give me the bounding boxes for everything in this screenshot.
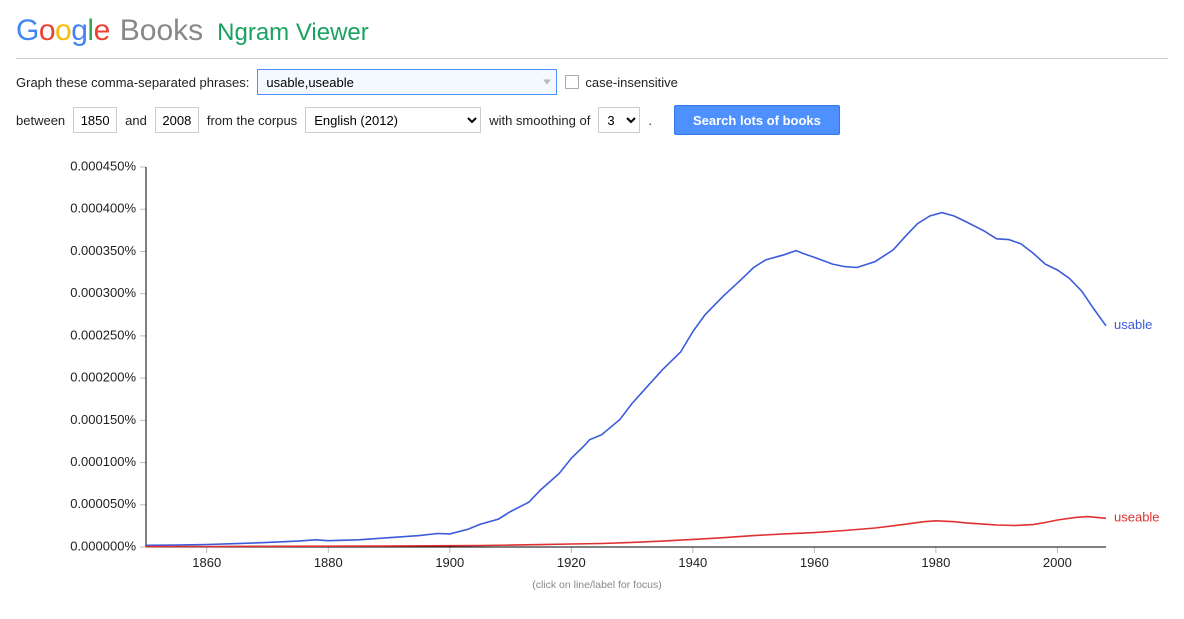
phrases-input[interactable] <box>257 69 557 95</box>
between-label: between <box>16 113 65 128</box>
case-insensitive-checkbox[interactable] <box>565 75 579 89</box>
svg-text:0.000300%: 0.000300% <box>70 285 136 300</box>
svg-text:1920: 1920 <box>557 555 586 570</box>
search-button[interactable]: Search lots of books <box>674 105 840 135</box>
chart-svg: 0.000000% 0.000050% 0.000100% 0.000150% 0.00… <box>36 157 1184 577</box>
page-title: Ngram Viewer <box>217 19 369 47</box>
case-insensitive-label: case-insensitive <box>585 75 678 90</box>
series-label-useable[interactable]: useable <box>1114 510 1160 525</box>
corpus-row: between and from the corpus English (201… <box>16 105 1168 135</box>
period-label: . <box>648 113 652 128</box>
svg-text:0.000250%: 0.000250% <box>70 327 136 342</box>
phrases-label: Graph these comma-separated phrases: <box>16 75 249 90</box>
series-line-usable[interactable] <box>146 213 1106 546</box>
svg-text:1900: 1900 <box>435 555 464 570</box>
and-label: and <box>125 113 147 128</box>
chart-hint: (click on line/label for focus) <box>36 579 1158 591</box>
svg-text:0.000400%: 0.000400% <box>70 201 136 216</box>
svg-text:1940: 1940 <box>678 555 707 570</box>
phrases-row: Graph these comma-separated phrases: cas… <box>16 69 1168 95</box>
svg-text:1860: 1860 <box>192 555 221 570</box>
svg-text:1980: 1980 <box>921 555 950 570</box>
svg-text:0.000100%: 0.000100% <box>70 454 136 469</box>
svg-text:2000: 2000 <box>1043 555 1072 570</box>
corpus-select[interactable]: English (2012) <box>305 107 481 133</box>
books-label: Books <box>120 14 203 48</box>
ngram-chart: 0.000000% 0.000050% 0.000100% 0.000150% 0.00… <box>36 157 1158 591</box>
svg-text:0.000150%: 0.000150% <box>70 412 136 427</box>
year-end-input[interactable] <box>155 107 199 133</box>
svg-text:0.000350%: 0.000350% <box>70 243 136 258</box>
svg-text:1880: 1880 <box>314 555 343 570</box>
smoothing-label: with smoothing of <box>489 113 590 128</box>
svg-text:0.000200%: 0.000200% <box>70 370 136 385</box>
svg-text:0.000450%: 0.000450% <box>70 158 136 173</box>
year-start-input[interactable] <box>73 107 117 133</box>
case-insensitive-option[interactable]: case-insensitive <box>565 75 678 90</box>
svg-text:1960: 1960 <box>800 555 829 570</box>
smoothing-select[interactable]: 3 <box>598 107 640 133</box>
corpus-label: from the corpus <box>207 113 297 128</box>
page-header: Google Books Ngram Viewer <box>16 8 1168 59</box>
google-logo: Google <box>16 14 110 48</box>
svg-text:0.000050%: 0.000050% <box>70 496 136 511</box>
series-label-usable[interactable]: usable <box>1114 317 1152 332</box>
svg-text:0.000000%: 0.000000% <box>70 538 136 553</box>
